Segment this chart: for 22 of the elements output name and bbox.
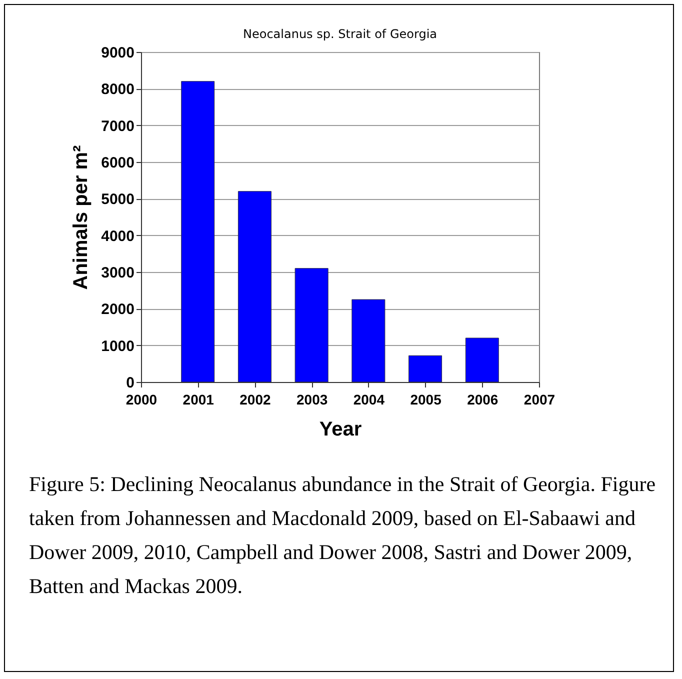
x-tick-label: 2007 xyxy=(524,392,556,408)
y-tick-label: 8000 xyxy=(101,81,134,98)
caption: Figure 5: Declining Neocalanus abundance in the Strait of Georgia. Figure taken from Johannessen and Macdonald 2009, based on El-Sabaawi and Dower 2009, 2010, Campbell and Dower 2008, Sastri and Dower 2009, Batten and Mackas 2009. xyxy=(29,471,657,600)
x-tick-label: 2005 xyxy=(410,392,442,408)
chart-title: Neocalanus sp. Strait of Georgia xyxy=(242,27,438,41)
x-tick-label: 2004 xyxy=(353,392,385,408)
x-tick-label: 2006 xyxy=(467,392,498,408)
y-tick-label: 7000 xyxy=(101,118,134,135)
y-tick-label: 4000 xyxy=(101,228,134,245)
y-tick-label: 5000 xyxy=(101,191,134,208)
x-tick-label: 2003 xyxy=(296,392,328,408)
y-tick-label: 3000 xyxy=(101,264,134,282)
x-axis-title: Year xyxy=(319,418,362,440)
x-tick-label: 2002 xyxy=(240,392,271,408)
y-tick-label: 6000 xyxy=(101,154,134,172)
y-tick-label: 2000 xyxy=(101,301,134,318)
y-tick-label: 0 xyxy=(126,374,134,392)
y-tick-label: 1000 xyxy=(101,338,134,355)
x-tick-label: 2000 xyxy=(126,392,158,408)
y-axis-title: Animals per m² xyxy=(70,144,92,290)
y-tick-label: 9000 xyxy=(101,44,134,62)
x-tick-label: 2001 xyxy=(182,392,214,408)
